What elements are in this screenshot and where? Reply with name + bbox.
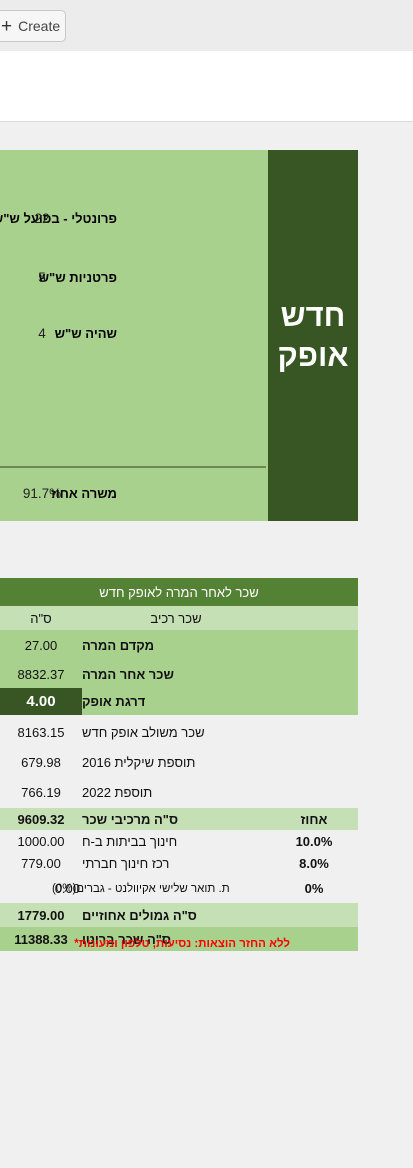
salary-column-headers: ס"ה שכר רכיב xyxy=(0,606,358,630)
stay-hours-label: שהיה ש"ש xyxy=(54,326,117,341)
create-button[interactable]: + Create xyxy=(0,10,66,42)
table-row: 11388.33 ס"ה שכר ברוטו xyxy=(0,927,358,951)
third-degree-label: (ת. תואר שלישי אקיוולנט - גברים(0% xyxy=(52,882,230,895)
conversion-factor-value: 27.00 xyxy=(24,637,58,653)
summary-separator xyxy=(0,466,266,468)
summary-panel: פרונטלי - בפועל ש"ש 22 פרטניות ש"ש 5 שהי… xyxy=(0,150,268,521)
table-row: 27.00 מקדם המרה xyxy=(0,630,358,660)
toolbar: + Create xyxy=(0,0,413,51)
components-total-label: ס"ה מרכיבי שכר xyxy=(82,811,179,827)
stay-hours-value: 4 xyxy=(38,326,46,341)
frontal-hours-value: 22 xyxy=(34,211,50,226)
addition-2022-value: 766.19 xyxy=(21,784,61,800)
table-row: 8832.37 שכר אחר המרה xyxy=(0,660,358,688)
home-education-value: 1000.00 xyxy=(17,833,65,849)
after-conversion-label: שכר אחר המרה xyxy=(82,666,174,682)
salary-table-header: שכר לאחר המרה לאופק חדש xyxy=(0,578,358,606)
after-conversion-value: 8832.37 xyxy=(17,666,65,682)
position-percent-value: 91.7% xyxy=(22,486,62,501)
ofek-level-label: דרגת אופק xyxy=(82,694,146,709)
col-total-header: ס"ה xyxy=(30,610,52,626)
allowances-total-label: ס"ה גמולים אחוזיים xyxy=(82,907,197,923)
social-education-pct: 8.0% xyxy=(299,855,329,871)
allowances-total-value: 1779.00 xyxy=(17,907,65,923)
divider xyxy=(0,121,413,122)
conversion-factor-label: מקדם המרה xyxy=(82,637,155,653)
percent-column-header: אחוז xyxy=(300,811,328,827)
table-row: 8163.15 שכר משולב אופק חדש xyxy=(0,715,358,749)
gross-total-value: 11388.33 xyxy=(14,931,68,947)
summary-title-line2: אופק xyxy=(277,337,349,373)
individual-hours-value: 5 xyxy=(38,270,46,285)
home-education-pct: 10.0% xyxy=(295,833,333,849)
table-row: 779.00 רכז חינוך חברתי 8.0% xyxy=(0,852,358,874)
third-degree-value: 0.00 xyxy=(54,881,80,896)
table-row: 4.00 דרגת אופק xyxy=(0,688,358,715)
third-degree-pct: 0% xyxy=(304,881,324,896)
table-row: (ת. תואר שלישי אקיוולנט - גברים(0% 0.00 … xyxy=(0,874,358,903)
table-row: 766.19 תוספת 2022 xyxy=(0,776,358,808)
home-education-label: חינוך בביתות ב-ח xyxy=(82,833,178,849)
blank-area xyxy=(0,51,413,121)
table-row: 9609.32 ס"ה מרכיבי שכר אחוז xyxy=(0,808,358,830)
summary-title-panel: חדש אופק xyxy=(268,150,358,521)
col-component-header: שכר רכיב xyxy=(150,610,202,626)
social-education-label: רכז חינוך חברתי xyxy=(82,855,170,871)
position-percent-label: משרה אחוז xyxy=(51,486,117,501)
social-education-value: 779.00 xyxy=(21,855,61,871)
integrated-salary-label: שכר משולב אופק חדש xyxy=(82,724,205,740)
table-row: 1000.00 חינוך בביתות ב-ח 10.0% xyxy=(0,830,358,852)
table-row: 1779.00 ס"ה גמולים אחוזיים xyxy=(0,903,358,927)
salary-table-title: שכר לאחר המרה לאופק חדש xyxy=(99,584,259,600)
components-total-value: 9609.32 xyxy=(17,811,65,827)
addition-2016-value: 679.98 xyxy=(21,755,61,770)
individual-hours-label: פרטניות ש"ש xyxy=(38,270,117,285)
summary-title-line1: חדש xyxy=(280,297,346,333)
ofek-level-value: 4.00 xyxy=(0,688,82,715)
frontal-hours-label: פרונטלי - בפועל ש"ש xyxy=(0,211,117,226)
addition-2022-label: תוספת 2022 xyxy=(82,784,153,800)
salary-table: שכר לאחר המרה לאופק חדש ס"ה שכר רכיב 27.… xyxy=(0,578,358,951)
integrated-salary-value: 8163.15 xyxy=(17,724,65,740)
expenses-notice: ללא החזר הוצאות: נסיעות, טלפון ומעונות* xyxy=(74,938,290,950)
table-row: 679.98 תוספת שיקלית 2016 xyxy=(0,749,358,776)
summary-title: חדש אופק xyxy=(273,296,353,376)
gross-total-label: ס"ה שכר ברוטו xyxy=(82,931,172,947)
create-button-label: Create xyxy=(18,18,61,34)
addition-2016-label: תוספת שיקלית 2016 xyxy=(82,755,196,770)
plus-icon: + xyxy=(1,15,13,37)
